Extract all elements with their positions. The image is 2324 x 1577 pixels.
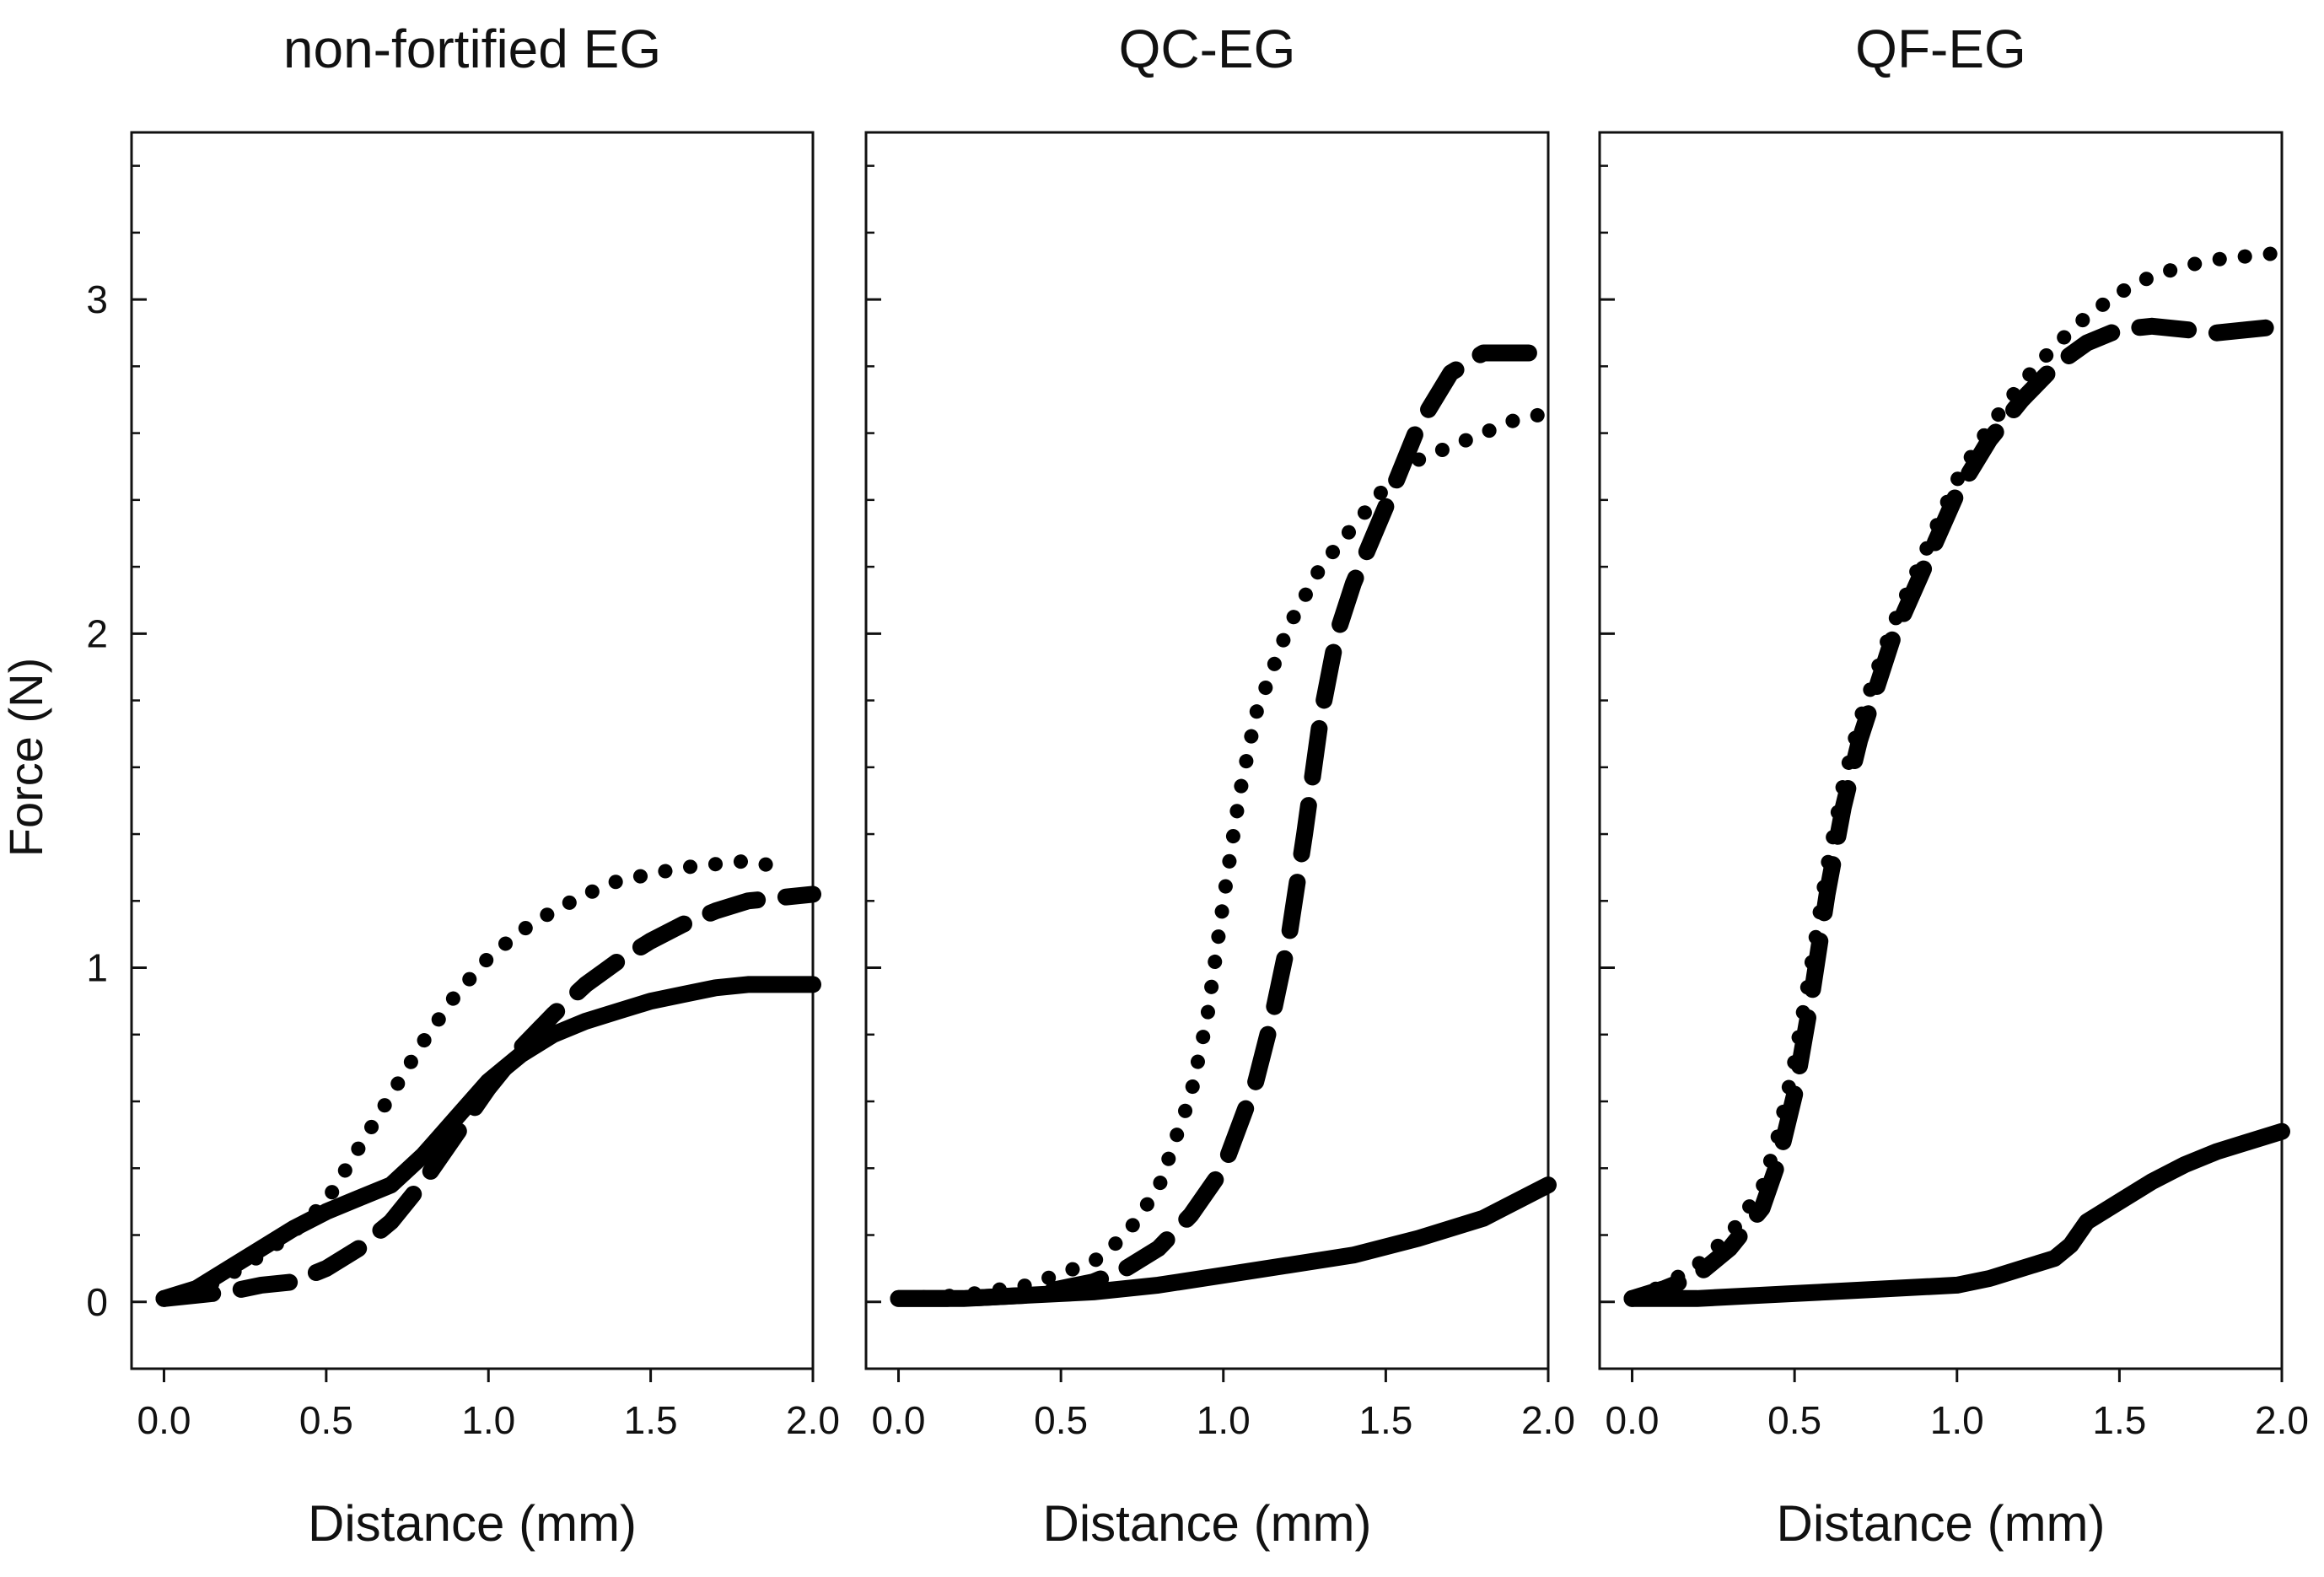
chart-panel-2: QC-EG 0.0 0.5 1.0 1.5 2.0 Distance (mm)	[864, 19, 1575, 1552]
x-tick-label: 1.0	[461, 1398, 515, 1442]
plot-frame	[864, 131, 1550, 1370]
x-tick-label: 1.0	[1930, 1398, 1984, 1442]
x-tick-label: 0.0	[872, 1398, 926, 1442]
y-tick-label: 3	[86, 277, 108, 321]
series-line-dotted	[1625, 245, 2289, 1306]
series-line-solid	[1623, 1122, 2290, 1307]
chart-title: QF-EG	[1855, 19, 2026, 79]
x-tick-label: 1.0	[1197, 1398, 1251, 1442]
chart-panel-3: QF-EG 0.0 0.5 1.0 1.5 2.0 Distance (mm)	[1598, 19, 2309, 1552]
x-tick-label: 0.0	[1606, 1398, 1660, 1442]
plot-frame	[130, 131, 815, 1370]
x-tick-label: 2.0	[786, 1398, 840, 1442]
series-line-dotted	[891, 406, 1556, 1306]
series-line-solid	[155, 976, 821, 1307]
chart-title: non-fortified EG	[283, 19, 661, 79]
series-line-dashed	[890, 344, 1557, 1307]
x-tick-label: 0.5	[1767, 1398, 1821, 1442]
series-line-dotted	[157, 853, 788, 1306]
y-tick-label: 0	[86, 1280, 108, 1324]
chart-title: QC-EG	[1119, 19, 1296, 79]
y-tick-label: 2	[86, 611, 108, 655]
x-axis-label: Distance (mm)	[308, 1495, 637, 1552]
x-tick-label: 1.5	[2092, 1398, 2146, 1442]
x-tick-label: 0.5	[1034, 1398, 1088, 1442]
series-line-dashed	[155, 885, 821, 1307]
x-tick-label: 0.5	[299, 1398, 353, 1442]
plot-frame	[1598, 131, 2284, 1370]
x-axis-label: Distance (mm)	[1042, 1495, 1371, 1552]
x-tick-label: 0.0	[137, 1398, 191, 1442]
x-tick-label: 2.0	[1521, 1398, 1575, 1442]
chart-panel-1: non-fortified EG 0.0 0.5 1.0 1.5 2.0 0 1 2 3 Dista…	[86, 19, 840, 1552]
x-tick-label: 1.5	[1358, 1398, 1412, 1442]
x-tick-label: 1.5	[624, 1398, 678, 1442]
x-axis-label: Distance (mm)	[1776, 1495, 2105, 1552]
y-axis-label: Force (N)	[0, 658, 52, 857]
series-line-solid	[890, 1176, 1557, 1307]
y-tick-label: 1	[86, 946, 108, 990]
x-tick-label: 2.0	[2255, 1398, 2309, 1442]
